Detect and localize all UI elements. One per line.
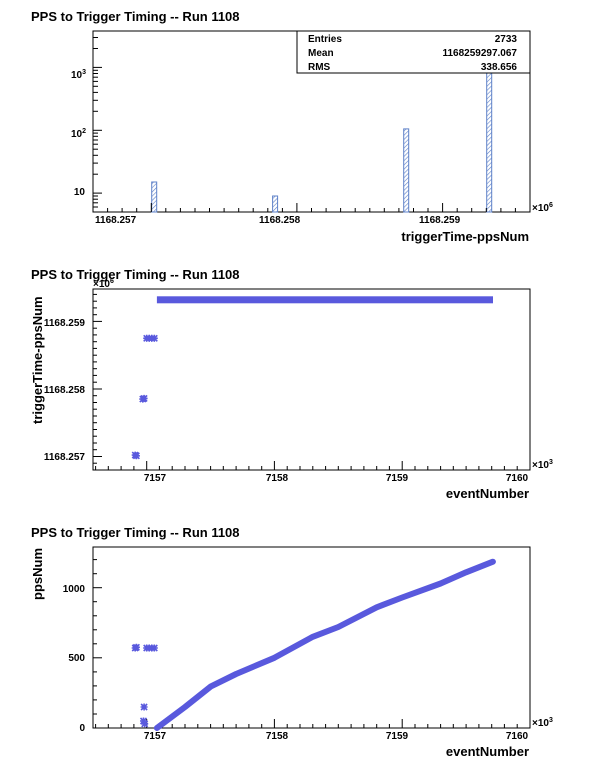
y-tick-label: 0	[79, 723, 85, 734]
histogram-bar	[403, 128, 410, 213]
dense-marker-band	[156, 296, 493, 304]
marker-group	[131, 296, 493, 460]
stats-box-frame	[296, 30, 531, 74]
data-point	[139, 717, 148, 725]
data-point	[150, 334, 158, 342]
y-tick-label: 500	[68, 653, 85, 664]
y-tick-label: 102	[71, 128, 86, 140]
histogram-bar	[151, 181, 158, 213]
stats-value: 338.656	[481, 62, 518, 73]
y-tick-label: 103	[71, 69, 86, 81]
x-multiplier: ×103	[532, 459, 553, 471]
scatter-panel-trigger: PPS to Trigger Timing -- Run 1108 ×106 1…	[30, 267, 553, 501]
x-axis-ticks	[92, 203, 531, 212]
data-point	[141, 720, 149, 728]
x-multiplier: ×103	[532, 717, 553, 729]
stats-label: Mean	[308, 48, 334, 59]
dense-marker-curve	[153, 558, 496, 731]
y-tick-label: 1168.258	[44, 385, 86, 396]
stats-label: Entries	[308, 34, 342, 45]
x-tick-label: 1168.258	[259, 215, 301, 226]
marker-group	[131, 558, 496, 731]
x-tick-label: 1168.259	[419, 215, 461, 226]
histogram-panel: PPS to Trigger Timing -- Run 1108 1168.2…	[31, 9, 553, 244]
data-point	[132, 643, 140, 651]
plot-frame	[92, 546, 531, 729]
x-tick-label: 7160	[506, 731, 529, 742]
chart-title: PPS to Trigger Timing -- Run 1108	[31, 525, 240, 540]
x-tick-label: 7160	[506, 473, 529, 484]
y-axis-label: ppsNum	[30, 548, 45, 600]
y-axis-label: triggerTime-ppsNum	[30, 296, 45, 424]
stats-label: RMS	[308, 62, 331, 73]
x-tick-label: 1168.257	[95, 215, 137, 226]
x-axis-label: triggerTime-ppsNum	[401, 229, 529, 244]
y-multiplier: ×106	[93, 278, 114, 290]
scatter-panel-pps: PPS to Trigger Timing -- Run 1108 1000 5…	[30, 525, 553, 759]
x-tick-label: 7157	[144, 731, 167, 742]
bar-group	[151, 40, 493, 213]
chart-title: PPS to Trigger Timing -- Run 1108	[31, 267, 240, 282]
x-tick-label: 7159	[386, 731, 409, 742]
data-point	[150, 644, 158, 652]
histogram-bar	[272, 195, 279, 213]
stats-value: 1168259297.067	[442, 48, 517, 59]
x-tick-label: 7158	[266, 731, 289, 742]
stats-value: 2733	[495, 34, 518, 45]
x-tick-label: 7159	[386, 473, 409, 484]
axis-ticks	[93, 559, 531, 729]
x-axis-label: eventNumber	[446, 486, 529, 501]
y-tick-label: 1168.259	[44, 318, 86, 329]
x-tick-label: 7158	[266, 473, 289, 484]
x-multiplier: ×106	[532, 202, 553, 214]
data-point	[140, 394, 148, 402]
chart-title: PPS to Trigger Timing -- Run 1108	[31, 9, 240, 24]
data-point	[140, 703, 148, 711]
plot-frame	[92, 288, 531, 471]
stats-box: Entries 2733 Mean 1168259297.067 RMS 338…	[296, 30, 531, 74]
y-axis-ticks	[93, 37, 102, 213]
axis-ticks	[93, 293, 531, 471]
y-tick-label: 1000	[63, 584, 86, 595]
x-tick-label: 7157	[144, 473, 167, 484]
data-point	[132, 452, 140, 460]
y-tick-label: 10	[74, 187, 86, 198]
y-tick-label: 1168.257	[44, 452, 86, 463]
x-axis-label: eventNumber	[446, 744, 529, 759]
